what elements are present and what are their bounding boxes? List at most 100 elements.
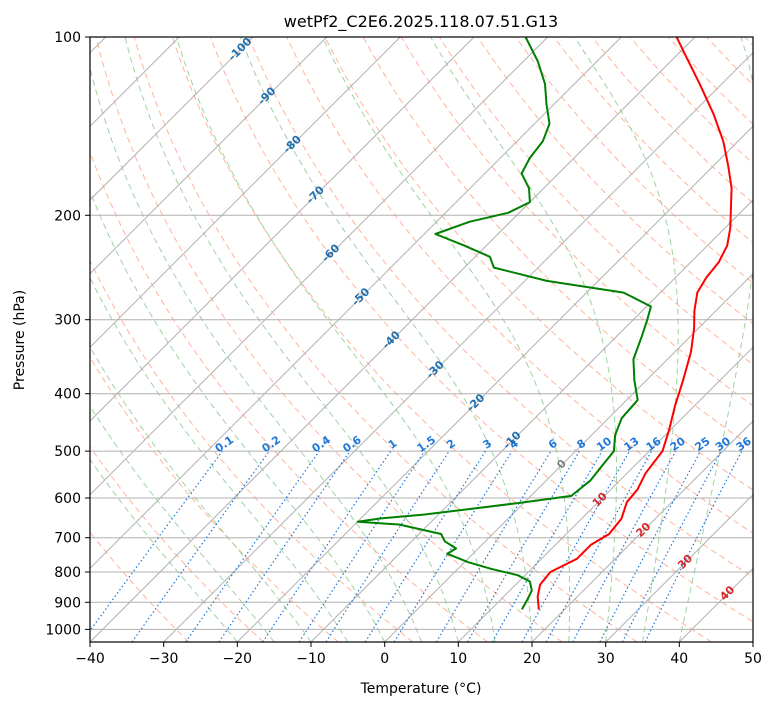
mixing-ratio-line: [572, 450, 677, 642]
mixing-ratio-line: [218, 450, 351, 642]
isotherm-label: 0: [554, 457, 569, 472]
isotherm-line: [90, 37, 549, 496]
dewpoint-profile: [356, 37, 652, 610]
mixing-ratio-line: [262, 450, 392, 642]
x-tick-label: 40: [670, 651, 688, 667]
isotherm-line: [236, 125, 753, 642]
mixing-ratio-line: [325, 450, 450, 642]
dry-adiabat: [629, 37, 753, 165]
moist-adiabat: [90, 189, 386, 642]
x-tick-label: −30: [149, 651, 179, 667]
dry-adiabat: [90, 445, 264, 642]
isotherm-line: [384, 272, 753, 642]
mixing-ratio-line: [545, 450, 653, 642]
moist-adiabat: [124, 37, 459, 642]
dry-adiabat: [591, 37, 753, 204]
dry-adiabat: [553, 37, 753, 244]
y-tick-label: 200: [54, 208, 81, 224]
mixing-ratio-label: 0.1: [213, 433, 236, 455]
mixing-ratio-line: [644, 450, 743, 642]
dry-adiabat: [248, 37, 753, 578]
dry-adiabat: [171, 37, 712, 642]
x-tick-label: 50: [744, 651, 762, 667]
moist-adiabat: [678, 37, 753, 642]
isotherm-line: [90, 37, 475, 422]
x-tick-label: 10: [449, 651, 467, 667]
mixing-ratio-label: 6: [546, 437, 560, 452]
isotherm-line: [752, 641, 753, 642]
x-tick-label: 0: [380, 651, 389, 667]
dry-adiabat: [477, 37, 753, 325]
mixing-ratio-label: 36: [734, 434, 754, 454]
dry-adiabat: [515, 37, 753, 284]
moist-adiabat: [90, 276, 349, 642]
mixing-ratio-line: [466, 450, 580, 642]
mixing-ratio-label: 3: [481, 437, 495, 452]
moist-adiabat: [90, 65, 422, 642]
isotherm-line: [90, 37, 401, 349]
y-tick-label: 900: [54, 595, 81, 611]
isotherm-line: [90, 37, 328, 275]
y-tick-label: 600: [54, 491, 81, 507]
x-tick-label: −10: [296, 651, 326, 667]
mixing-ratio-label: 1: [386, 437, 400, 452]
dry-adiabat: [133, 37, 638, 642]
mixing-ratio-line: [364, 450, 486, 642]
dry-adiabat: [400, 37, 753, 407]
x-tick-label: −40: [75, 651, 105, 667]
isotherm-line: [457, 346, 753, 642]
mixing-ratio-line: [185, 450, 320, 642]
background-lines: [90, 37, 753, 642]
moist-adiabat: [574, 37, 679, 642]
dry-adiabat: [668, 37, 753, 125]
y-axis: 100 200 300 400 500 600 700 800 900 1000: [45, 30, 90, 638]
y-axis-label: Pressure (hPa): [12, 290, 28, 390]
mixing-ratio-label: 0.4: [310, 433, 334, 455]
mixing-ratio-line: [90, 450, 223, 632]
y-tick-label: 700: [54, 531, 81, 547]
dry-adiabat: [90, 356, 339, 642]
dry-adiabat: [95, 37, 563, 642]
y-tick-label: 800: [54, 565, 81, 581]
x-tick-label: 20: [523, 651, 541, 667]
isotherm-line: [310, 199, 753, 642]
temperature-profile: [536, 37, 733, 610]
y-tick-label: 1000: [45, 622, 81, 638]
dry-adiabat: [90, 150, 488, 642]
mixing-ratio-line: [599, 450, 702, 642]
dry-adiabat: [90, 259, 414, 642]
isotherm-line: [163, 51, 753, 642]
x-tick-label: 30: [597, 651, 615, 667]
plot-frame: [89, 36, 754, 643]
profile-lines: [356, 37, 733, 610]
isotherm-line: [605, 493, 753, 642]
moist-adiabat: [90, 458, 238, 642]
moist-adiabat: [175, 37, 496, 642]
chart-title: wetPf2_C2E6.2025.118.07.51.G13: [284, 12, 558, 32]
moist-adiabat: [90, 345, 312, 642]
isotherm-line: [531, 420, 753, 642]
mixing-ratio-line: [298, 450, 425, 642]
dry-adiabat: [210, 37, 753, 623]
y-tick-label: 100: [54, 30, 81, 46]
moist-adiabat: [90, 405, 275, 642]
isotherm-line: [90, 37, 696, 642]
mixing-ratio-line: [521, 450, 631, 642]
y-tick-label: 300: [54, 313, 81, 329]
mixing-ratio-label: 1.5: [415, 433, 438, 455]
isotherm-label: -30: [424, 358, 447, 381]
isotherm-line: [678, 567, 753, 642]
moist-adiabat: [322, 37, 571, 642]
moist-adiabat: [239, 37, 533, 642]
isotherm-line: [90, 37, 622, 570]
mixing-ratio-line: [393, 450, 513, 642]
y-tick-label: 400: [54, 387, 81, 403]
moist-adiabat: [430, 37, 617, 642]
x-axis: −40 −30 −20 −10 0 10 20 30 40 50: [75, 642, 762, 667]
mixing-ratio-line: [131, 450, 270, 642]
x-tick-label: −20: [223, 651, 253, 667]
dry-adiabat: [706, 37, 753, 86]
y-tick-label: 500: [54, 444, 81, 460]
dry-adiabat: [90, 531, 190, 642]
